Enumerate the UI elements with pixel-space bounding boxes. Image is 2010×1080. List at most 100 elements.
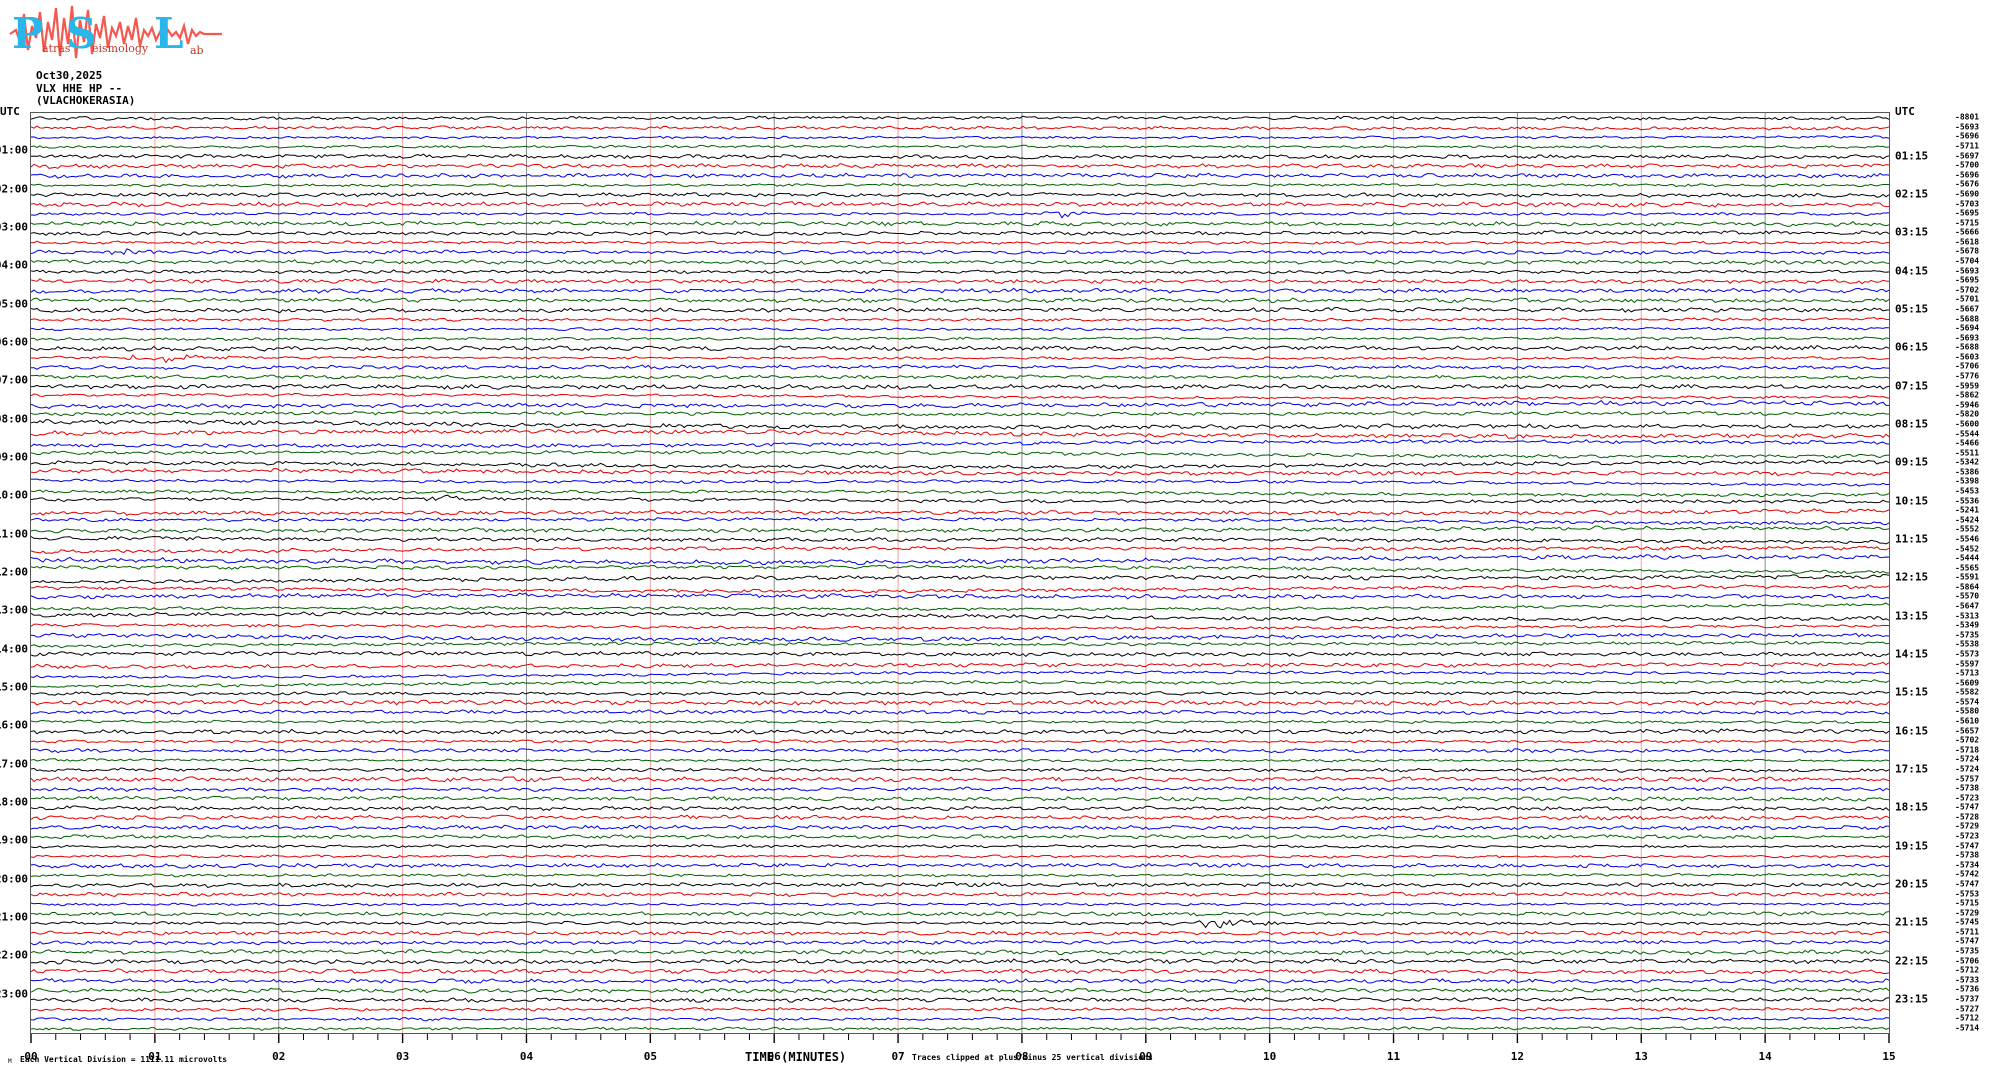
seismic-trace xyxy=(31,610,1889,622)
trace-offset-value: -5747 xyxy=(1955,841,1980,851)
trace-offset-value: -5724 xyxy=(1955,754,1980,764)
time-label-right: 16:15 xyxy=(1895,724,1929,738)
x-tick-label: 15 xyxy=(1882,1050,1896,1063)
time-label-left: 08:00 xyxy=(0,412,28,426)
time-label-left: 21:00 xyxy=(0,910,28,924)
trace-offset-value: -5729 xyxy=(1955,821,1980,831)
seismic-trace xyxy=(31,814,1889,821)
seismic-trace xyxy=(31,287,1889,294)
trace-offset-value: -5724 xyxy=(1955,764,1980,774)
plot-header: Oct30,2025 VLX HHE HP -- (VLACHOKERASIA) xyxy=(36,69,136,108)
seismic-trace xyxy=(31,153,1889,160)
x-tick-label: 11 xyxy=(1386,1050,1401,1063)
trace-offset-value: -5713 xyxy=(1955,668,1980,678)
time-label-right: 07:15 xyxy=(1895,379,1929,393)
seismic-trace xyxy=(31,592,1889,600)
seismic-trace xyxy=(31,670,1889,679)
seismic-trace xyxy=(31,508,1889,516)
x-tick-label: 10 xyxy=(1263,1050,1277,1063)
seismic-trace xyxy=(31,317,1889,322)
trace-offset-value: -5736 xyxy=(1955,984,1980,994)
trace-offset-value: -5678 xyxy=(1955,246,1980,256)
x-tick-label: 08 xyxy=(1015,1050,1029,1063)
seismic-trace xyxy=(31,902,1889,907)
seismic-trace xyxy=(31,640,1889,649)
seismogram-plot[interactable] xyxy=(30,112,1890,1034)
trace-offset-value: -5723 xyxy=(1955,793,1980,803)
trace-offset-value: -5544 xyxy=(1955,429,1980,439)
seismic-trace xyxy=(31,872,1889,878)
seismic-trace xyxy=(31,220,1889,227)
seismic-trace xyxy=(31,584,1889,594)
header-date: Oct30,2025 xyxy=(36,69,103,82)
trace-offset-value: -5398 xyxy=(1955,476,1980,486)
seismic-trace xyxy=(31,709,1889,715)
seismic-trace xyxy=(31,364,1889,371)
seismic-trace xyxy=(31,834,1889,840)
header-station: (VLACHOKERASIA) xyxy=(36,94,136,107)
x-axis-title: TIME (MINUTES) xyxy=(745,1050,847,1064)
x-tick-label: 12 xyxy=(1510,1050,1525,1063)
trace-offset-value: -5582 xyxy=(1955,687,1980,697)
trace-offset-value: -5738 xyxy=(1955,850,1980,860)
trace-offset-value: -5820 xyxy=(1955,409,1980,419)
trace-offset-value: -5688 xyxy=(1955,314,1980,324)
trace-offset-value: -5538 xyxy=(1955,639,1980,649)
trace-offset-value: -5580 xyxy=(1955,706,1980,716)
seismic-trace xyxy=(31,419,1889,430)
trace-offset-value: -5735 xyxy=(1955,630,1980,640)
seismic-trace xyxy=(31,623,1889,631)
trace-offset-value: -5424 xyxy=(1955,515,1980,525)
time-label-right: 23:15 xyxy=(1895,992,1929,1006)
trace-offset-value: -5747 xyxy=(1955,879,1980,889)
trace-offset-value: -5703 xyxy=(1955,199,1980,209)
svg-text:ab: ab xyxy=(190,44,204,57)
trace-offset-value: -5697 xyxy=(1955,151,1980,161)
trace-offset-value: -5511 xyxy=(1955,448,1980,458)
trace-offset-value: -5862 xyxy=(1955,390,1980,400)
seismic-trace xyxy=(31,881,1889,889)
trace-offset-value: -5313 xyxy=(1955,611,1980,621)
trace-offset-value: -5453 xyxy=(1955,486,1980,496)
trace-offset-value: -5712 xyxy=(1955,1013,1980,1023)
trace-offset-value: -5735 xyxy=(1955,946,1980,956)
seismic-trace xyxy=(31,306,1889,314)
x-tick-label: 02 xyxy=(272,1050,286,1063)
trace-offset-value: -5618 xyxy=(1955,237,1980,247)
seismic-trace xyxy=(31,383,1889,391)
time-label-left: 12:00 xyxy=(0,565,28,579)
trace-offset-value: -5733 xyxy=(1955,975,1980,985)
svg-text:L: L xyxy=(154,9,184,58)
seismic-trace xyxy=(31,719,1889,725)
x-tick-label: 14 xyxy=(1758,1050,1772,1063)
seismic-trace xyxy=(31,650,1889,658)
trace-offset-value: -5706 xyxy=(1955,956,1980,966)
time-label-left: 17:00 xyxy=(0,757,28,771)
seismic-trace xyxy=(31,459,1889,470)
time-label-left: 06:00 xyxy=(0,335,28,349)
trace-offset-value: -5706 xyxy=(1955,361,1980,371)
seismogram-canvas xyxy=(31,113,1889,1033)
trace-offset-value: -5386 xyxy=(1955,467,1980,477)
trace-offset-value: -5745 xyxy=(1955,917,1980,927)
seismic-trace xyxy=(31,354,1889,364)
seismic-trace xyxy=(31,661,1889,670)
trace-offset-value: -5647 xyxy=(1955,601,1980,611)
time-label-right: 14:15 xyxy=(1895,647,1929,661)
x-tick-label: 06 xyxy=(767,1050,781,1063)
time-label-left: 04:00 xyxy=(0,258,28,272)
seismic-trace xyxy=(31,344,1889,352)
seismic-trace xyxy=(31,690,1889,696)
seismic-trace xyxy=(31,573,1889,584)
seismic-trace xyxy=(31,987,1889,994)
trace-offset-value: -5753 xyxy=(1955,889,1980,899)
seismic-trace xyxy=(31,854,1889,859)
time-label-left: 14:00 xyxy=(0,642,28,656)
seismic-trace xyxy=(31,1006,1889,1012)
svg-text:P: P xyxy=(12,9,44,58)
time-label-left: 23:00 xyxy=(0,987,28,1001)
time-label-right: 02:15 xyxy=(1895,187,1929,201)
seismic-trace xyxy=(31,795,1889,802)
trace-offset-value: -5609 xyxy=(1955,678,1980,688)
seismic-trace xyxy=(31,297,1889,304)
